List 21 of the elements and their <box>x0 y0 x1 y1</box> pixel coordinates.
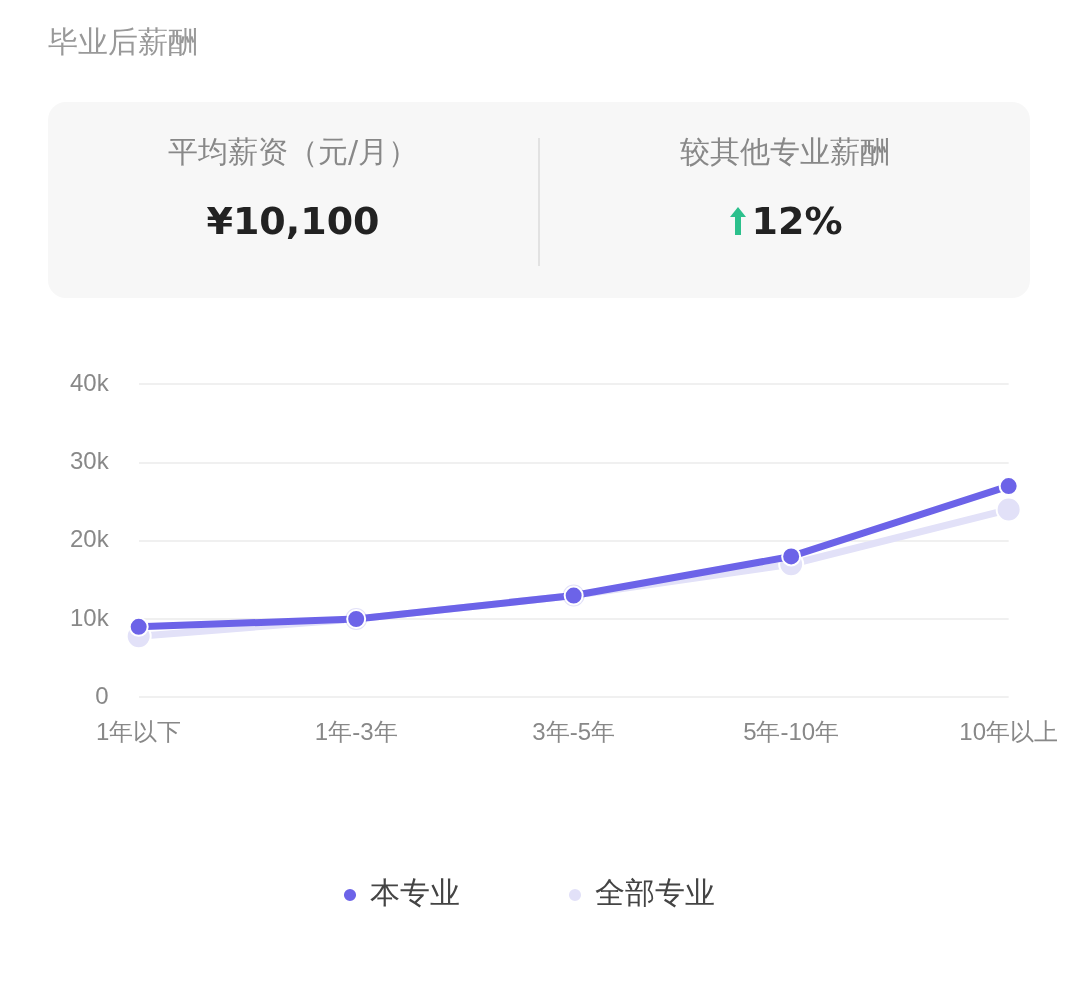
x-tick-label: 1年-3年 <box>314 718 398 746</box>
y-tick-label: 0 <box>95 681 109 709</box>
x-tick-label: 5年-10年 <box>743 718 840 746</box>
point <box>781 546 802 567</box>
text: 平均薪资（元/月） <box>166 133 420 171</box>
point <box>995 496 1022 523</box>
text: ¥10,100 <box>205 199 381 243</box>
y-tick-label: 40k <box>69 369 110 397</box>
legend-label: 本专业 <box>370 874 460 910</box>
point <box>998 476 1019 497</box>
legend-label: 全部专业 <box>595 874 715 910</box>
text: 毕业后薪酬 <box>48 23 198 61</box>
point <box>128 616 149 637</box>
text: 12% <box>751 199 843 243</box>
x-tick-label: 3年-5年 <box>532 718 616 746</box>
y-tick-label: 20k <box>69 525 110 553</box>
text: 较其他专业薪酬 <box>679 133 891 171</box>
y-tick-label: 30k <box>69 447 110 475</box>
x-tick-label: 10年以上 <box>959 718 1058 746</box>
x-tick-label: 1年以下 <box>96 718 182 746</box>
y-tick-label: 10k <box>69 603 110 631</box>
